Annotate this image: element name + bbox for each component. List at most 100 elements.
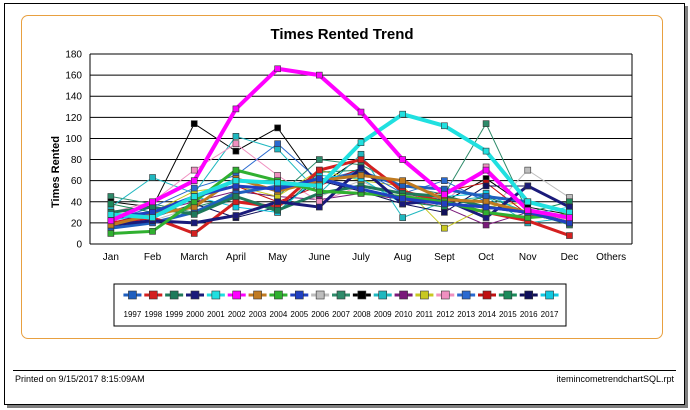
data-point-2001 — [107, 211, 115, 218]
legend-swatch-marker — [336, 290, 346, 300]
data-point-2002 — [357, 108, 365, 116]
data-point-1998 — [316, 166, 323, 174]
legend-swatch-marker — [440, 290, 450, 300]
legend-swatch-marker — [128, 290, 137, 300]
legend-label: 2010 — [395, 310, 413, 319]
x-tick-label: Dec — [561, 252, 579, 263]
legend-swatch-marker — [294, 290, 304, 300]
legend-label: 1997 — [124, 310, 142, 319]
data-point-1998 — [566, 232, 573, 239]
data-point-2005 — [441, 200, 448, 208]
legend-label: 1998 — [144, 310, 162, 319]
data-point-2001 — [357, 139, 365, 146]
data-point-2001 — [441, 122, 448, 130]
x-tick-label: Aug — [394, 252, 412, 263]
data-point-2013 — [441, 177, 448, 184]
data-point-2000 — [357, 164, 365, 172]
y-tick-label: 180 — [65, 50, 82, 61]
data-point-2002 — [149, 198, 156, 206]
line-chart: 0 20 40 60 80 100 120 140 160 180 Jan Feb March April… — [65, 50, 633, 327]
data-point-2009 — [399, 214, 406, 221]
data-point-2002 — [482, 166, 490, 174]
data-point-2002 — [232, 105, 240, 113]
legend-box — [113, 283, 567, 327]
legend-swatch-marker — [545, 290, 554, 300]
legend-swatch-marker — [524, 290, 534, 300]
data-point-2001 — [524, 198, 532, 206]
data-point-1999 — [232, 193, 240, 200]
y-tick-label: 80 — [71, 155, 83, 166]
data-point-2000 — [232, 212, 240, 219]
series-line-2002 — [110, 66, 570, 223]
legend-swatch-marker — [420, 290, 429, 300]
y-tick-label: 120 — [65, 113, 82, 124]
x-tick-label: Others — [596, 252, 626, 263]
series-line-2001 — [110, 112, 570, 220]
data-point-1999 — [190, 211, 198, 218]
legend-label: 2017 — [541, 310, 559, 319]
footer-divider — [13, 370, 676, 371]
legend-swatch-marker — [232, 290, 242, 300]
data-point-2002 — [524, 206, 532, 214]
data-point-2001 — [482, 147, 490, 155]
x-tick-label: May — [268, 252, 287, 263]
legend-swatch-marker — [211, 290, 221, 300]
data-point-2001 — [190, 193, 198, 200]
x-tick-label: Feb — [144, 252, 162, 263]
data-point-2006 — [524, 166, 532, 174]
data-point-2002 — [441, 191, 448, 198]
data-point-2012 — [232, 140, 240, 148]
data-point-2007 — [316, 156, 323, 163]
data-point-2009 — [149, 174, 156, 181]
legend-swatch-marker — [253, 290, 262, 300]
legend-label: 2013 — [457, 310, 475, 319]
data-point-2000 — [190, 219, 198, 227]
data-point-2016 — [482, 182, 490, 190]
data-point-2000 — [274, 198, 281, 206]
y-tick-label: 20 — [71, 218, 83, 229]
data-point-1998 — [190, 230, 198, 237]
legend-label: 2003 — [249, 310, 267, 319]
legend-label: 1999 — [165, 310, 183, 319]
x-tick-label: Nov — [519, 252, 537, 263]
data-point-2001 — [316, 182, 323, 190]
series-line-2008 — [110, 123, 570, 215]
data-point-2007 — [482, 120, 490, 127]
y-tick-label: 100 — [65, 134, 82, 145]
data-point-2004 — [232, 166, 240, 174]
data-point-2005 — [274, 185, 281, 193]
data-point-2003 — [357, 172, 365, 179]
chart-frame: Times Rented Trend Times Rented 0 20 40 60 8… — [21, 15, 663, 339]
y-tick-label: 160 — [65, 71, 82, 82]
legend-label: 2006 — [311, 310, 329, 319]
x-tick-label: Jan — [103, 252, 119, 263]
data-point-1998 — [357, 156, 365, 163]
y-tick-label: 40 — [71, 197, 83, 208]
data-point-2015 — [107, 200, 115, 208]
x-tick-label: March — [180, 252, 208, 263]
legend-label: 2000 — [186, 310, 204, 319]
legend-label: 2016 — [520, 310, 538, 319]
y-tick-label: 60 — [71, 176, 83, 187]
data-point-2002 — [316, 71, 323, 79]
legend-swatch-marker — [274, 290, 283, 300]
legend-swatch-marker — [378, 290, 388, 300]
legend-label: 2005 — [290, 310, 308, 319]
x-tick-label: April — [226, 252, 246, 263]
data-point-2011 — [441, 224, 448, 232]
report-filename: itemincometrendchartSQL.rpt — [556, 374, 674, 384]
data-point-2001 — [149, 214, 156, 221]
legend-swatch-marker — [461, 290, 471, 300]
data-point-2004 — [107, 230, 115, 237]
legend-label: 2007 — [332, 310, 350, 319]
y-tick-label: 140 — [65, 92, 82, 103]
data-point-2010 — [482, 221, 490, 229]
legend-label: 2009 — [374, 310, 392, 319]
data-point-2001 — [399, 110, 406, 118]
report-page: Times Rented Trend Times Rented 0 20 40 60 8… — [4, 3, 685, 405]
series-line-2010 — [110, 190, 570, 226]
legend-label: 2002 — [228, 310, 246, 319]
legend-swatch-marker — [503, 290, 513, 300]
data-point-2000 — [524, 182, 532, 190]
data-point-2005 — [316, 175, 323, 182]
